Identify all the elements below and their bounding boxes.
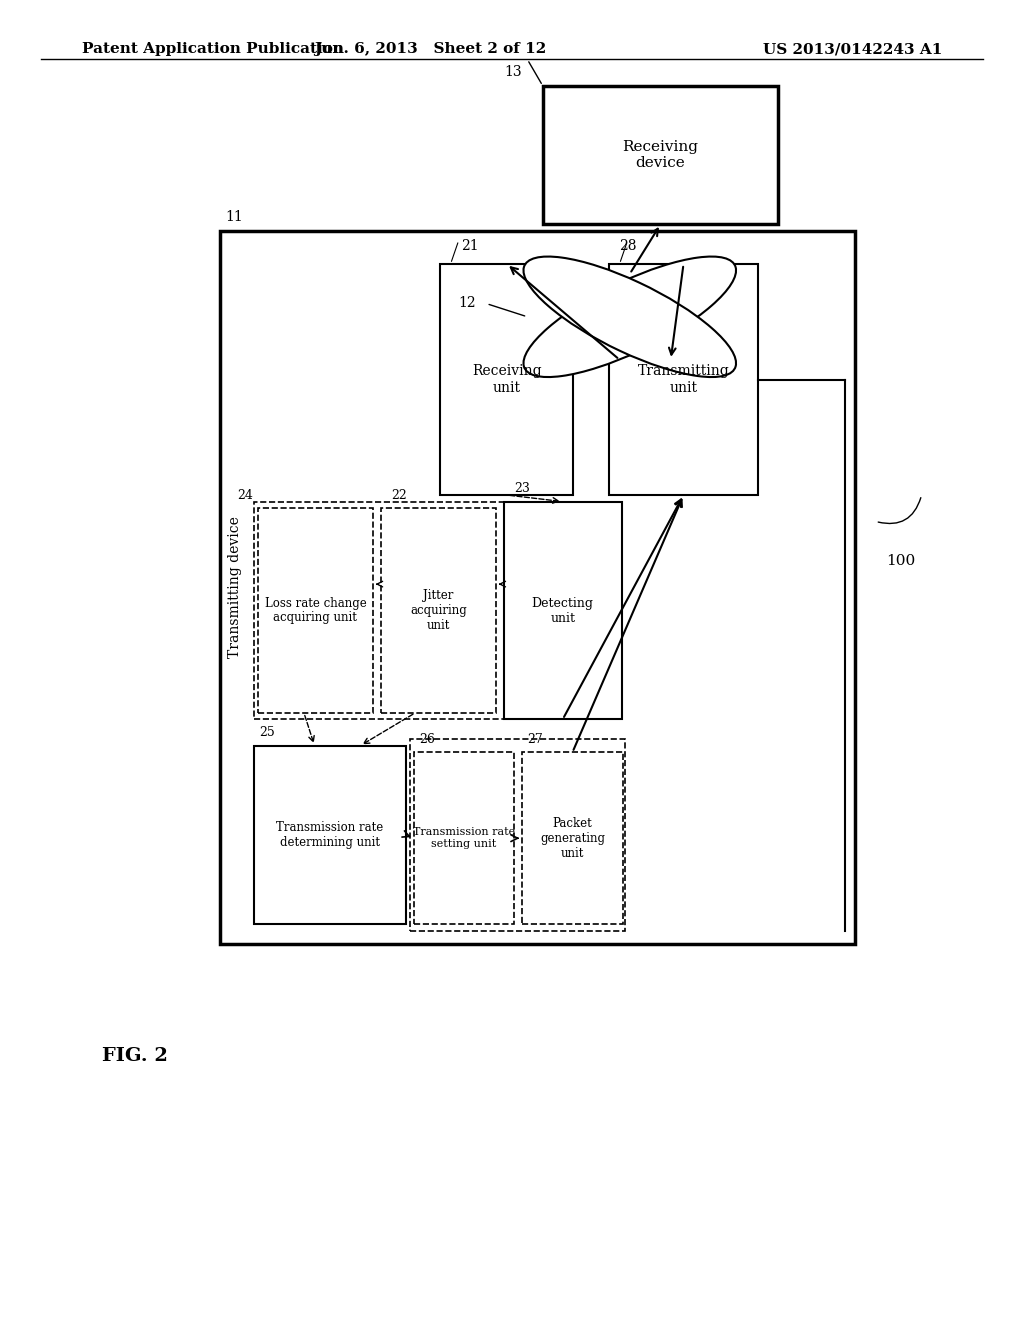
Text: Patent Application Publication: Patent Application Publication: [82, 42, 344, 57]
Bar: [254, 746, 406, 924]
Text: Transmitting
unit: Transmitting unit: [638, 364, 729, 395]
Text: Transmission rate
setting unit: Transmission rate setting unit: [413, 828, 515, 849]
Text: US 2013/0142243 A1: US 2013/0142243 A1: [763, 42, 942, 57]
Ellipse shape: [523, 256, 736, 378]
Text: 23: 23: [514, 482, 530, 495]
Text: Packet
generating
unit: Packet generating unit: [540, 817, 605, 859]
Bar: [440, 264, 573, 495]
Text: 12: 12: [459, 296, 476, 310]
Bar: [381, 508, 496, 713]
Bar: [410, 739, 625, 931]
Text: FIG. 2: FIG. 2: [102, 1047, 168, 1065]
Text: Jitter
acquiring
unit: Jitter acquiring unit: [410, 589, 467, 632]
Bar: [522, 752, 623, 924]
Text: 11: 11: [225, 210, 243, 224]
Text: 22: 22: [391, 488, 407, 502]
Bar: [543, 86, 778, 224]
Text: Jun. 6, 2013   Sheet 2 of 12: Jun. 6, 2013 Sheet 2 of 12: [314, 42, 546, 57]
Text: 26: 26: [419, 733, 435, 746]
Text: Transmission rate
determining unit: Transmission rate determining unit: [276, 821, 383, 849]
Bar: [414, 752, 514, 924]
Text: 28: 28: [620, 239, 637, 253]
Text: 25: 25: [259, 726, 274, 739]
Text: 13: 13: [505, 65, 522, 79]
Text: 24: 24: [237, 488, 253, 502]
Text: Receiving
unit: Receiving unit: [472, 364, 542, 395]
Text: 100: 100: [886, 554, 915, 568]
Text: 27: 27: [527, 733, 543, 746]
Text: Detecting
unit: Detecting unit: [531, 597, 594, 624]
Text: 21: 21: [461, 239, 478, 253]
Text: Loss rate change
acquiring unit: Loss rate change acquiring unit: [264, 597, 367, 624]
Bar: [220, 231, 855, 944]
Bar: [258, 508, 373, 713]
Bar: [504, 502, 622, 719]
Ellipse shape: [523, 256, 736, 378]
Text: Transmitting device: Transmitting device: [228, 516, 243, 659]
Bar: [609, 264, 758, 495]
Bar: [254, 502, 505, 719]
Text: Receiving
device: Receiving device: [623, 140, 698, 170]
